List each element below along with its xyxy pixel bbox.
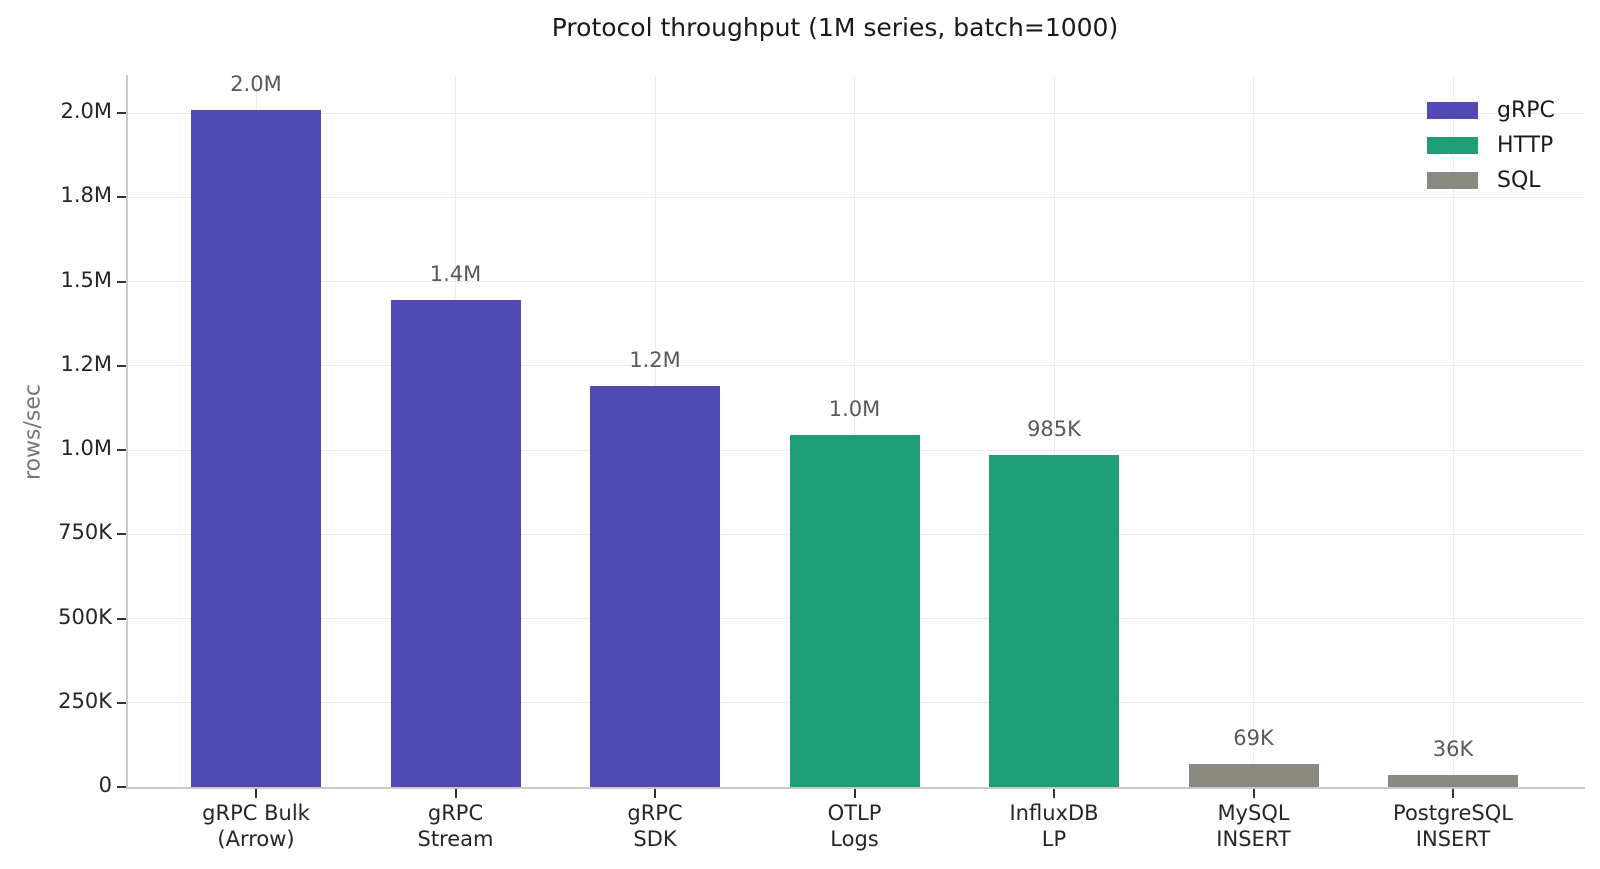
y-tick-label: 1.0M [60,436,112,461]
bar-value-label-influxdb-lp: 985K [1027,417,1081,441]
bar-value-label-grpc-bulk-arrow: 2.0M [230,72,282,96]
legend-label: HTTP [1497,133,1554,158]
legend-item-grpc: gRPC [1427,93,1555,128]
y-axis-label: rows/sec [20,384,46,480]
y-tick-label: 250K [58,688,112,713]
x-tick-mark [1252,788,1255,798]
y-tick-mark [117,449,126,452]
x-tick-mark [853,788,856,798]
y-tick-label: 1.2M [60,351,112,376]
legend-item-http: HTTP [1427,128,1555,163]
x-tick-label-otlp-logs: OTLP Logs [827,801,882,851]
bar-mysql-insert [1188,764,1319,787]
gridline-v [854,75,855,787]
y-tick-mark [117,196,126,199]
x-tick-label-postgresql-insert: PostgreSQL INSERT [1393,801,1513,851]
bar-influxdb-lp [989,455,1119,787]
gridline-h [126,365,1585,367]
x-tick-label-mysql-insert: MySQL INSERT [1216,801,1291,851]
y-tick-mark [117,112,126,115]
x-tick-label-grpc-bulk-arrow: gRPC Bulk (Arrow) [202,801,310,851]
y-tick-mark [117,364,126,367]
legend-swatch-sql [1427,172,1478,189]
chart-title: Protocol throughput (1M series, batch=10… [551,13,1119,42]
bar-value-label-grpc-sdk: 1.2M [629,348,681,372]
gridline-h [126,196,1585,198]
x-tick-mark [654,788,656,798]
x-tick-label-grpc-sdk: gRPC SDK [627,801,683,851]
y-tick-mark [117,701,126,704]
y-tick-label: 0 [98,773,112,797]
y-tick-label: 1.8M [60,183,112,208]
bar-grpc-bulk-arrow [191,110,321,787]
y-tick-mark [117,786,126,788]
legend-item-sql: SQL [1427,163,1555,198]
legend-label: SQL [1497,168,1541,193]
y-tick-mark [117,617,126,620]
bar-value-label-grpc-stream: 1.4M [429,262,482,286]
bar-grpc-stream [390,300,521,787]
gridline-h [126,112,1585,114]
x-tick-mark [1053,788,1055,798]
y-tick-mark [117,280,126,283]
x-axis-line [126,786,1585,789]
legend-label: gRPC [1497,98,1555,123]
legend-swatch-grpc [1427,102,1478,119]
bar-otlp-logs [789,435,920,787]
x-tick-mark [454,788,457,798]
y-tick-label: 2.0M [60,99,112,124]
x-tick-label-grpc-stream: gRPC Stream [417,801,494,851]
y-tick-mark [117,533,126,536]
gridline-v [1253,75,1254,787]
gridline-h [126,281,1585,283]
bar-value-label-postgresql-insert: 36K [1432,737,1474,761]
x-tick-label-influxdb-lp: InfluxDB LP [1009,801,1099,851]
bar-value-label-mysql-insert: 69K [1233,726,1274,750]
legend: gRPC HTTP SQL [1427,93,1555,198]
y-tick-label: 1.5M [60,267,112,292]
x-tick-mark [255,788,257,798]
x-tick-mark [1452,788,1454,798]
y-tick-label: 750K [58,520,112,545]
y-axis-line [126,75,128,787]
bar-grpc-sdk [590,386,720,787]
legend-swatch-http [1427,137,1478,154]
y-tick-label: 500K [58,604,112,629]
gridline-v [1053,75,1055,787]
bar-postgresql-insert [1388,775,1518,787]
bar-value-label-otlp-logs: 1.0M [828,397,881,421]
gridline-v [1452,75,1454,787]
